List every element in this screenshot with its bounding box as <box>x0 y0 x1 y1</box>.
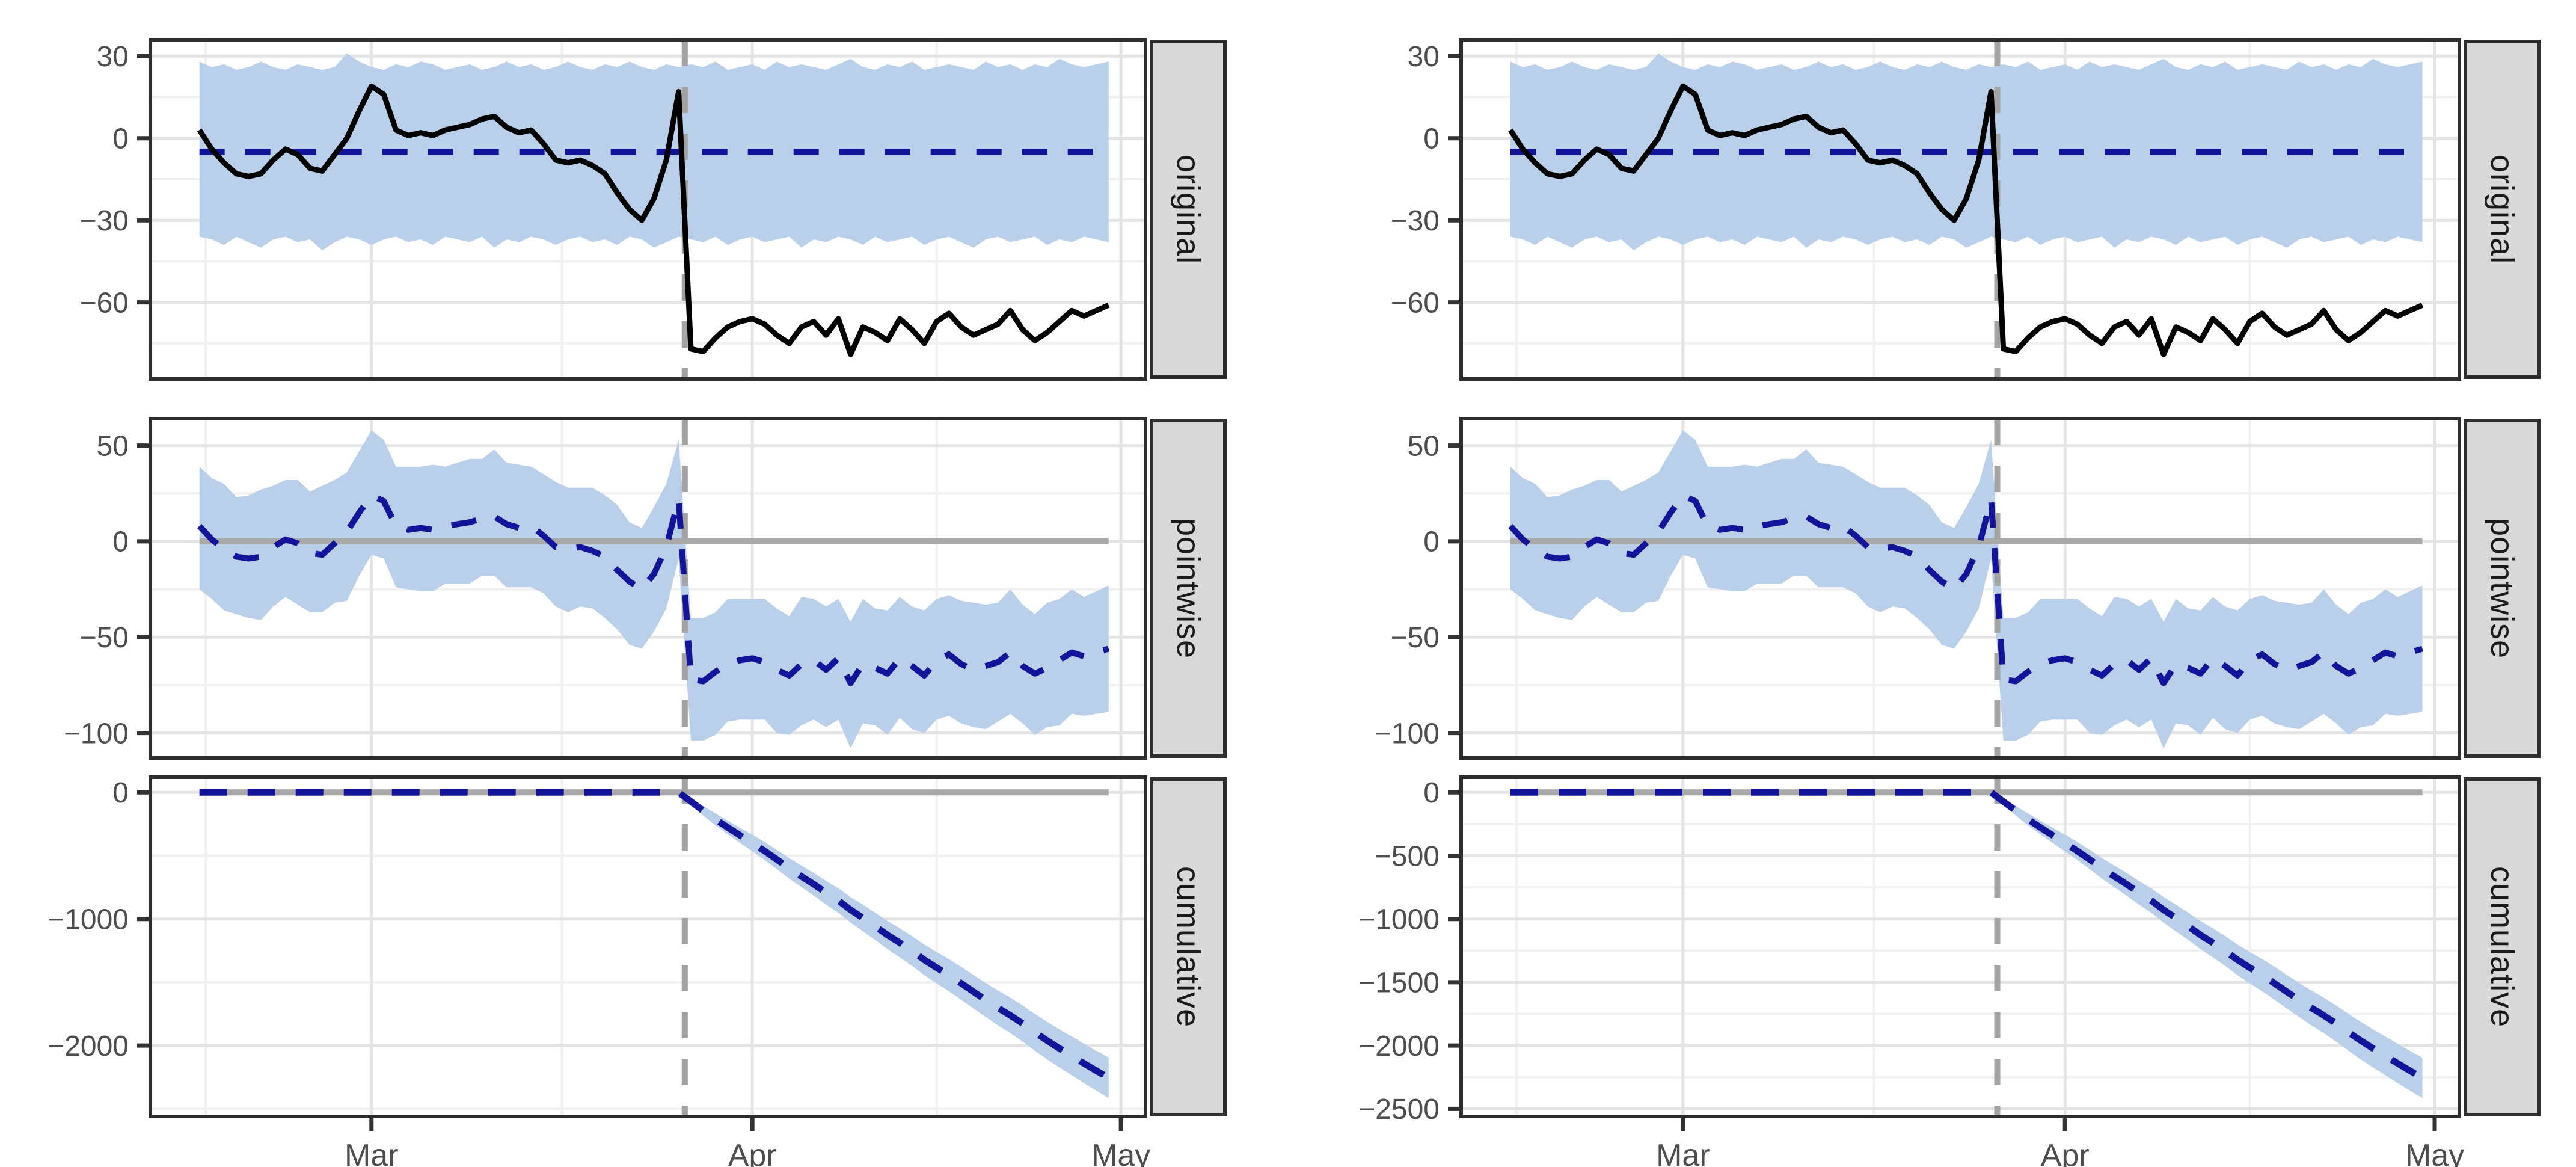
pw_mean-line-right <box>1508 492 2423 686</box>
y-tick-label: −2500 <box>1358 1094 1440 1125</box>
y-tick-label: 50 <box>97 430 129 462</box>
panel-border <box>149 775 1147 1118</box>
facet-strip-label: pointwise <box>1170 517 1206 659</box>
facet-strip-original-right: original <box>2464 40 2541 379</box>
x-tick-label: May <box>2405 1138 2464 1167</box>
y-tick-label: 0 <box>1423 526 1440 558</box>
facet-strip-original-left: original <box>1150 40 1227 379</box>
y-tick-label: −30 <box>80 205 129 237</box>
y-tick-label: 0 <box>1423 123 1440 155</box>
facet-strip-pointwise-left: pointwise <box>1150 419 1227 758</box>
y-tick-label: −1000 <box>1358 904 1440 936</box>
panel-border <box>1459 775 2461 1118</box>
x-tick-label: Apr <box>2041 1138 2090 1167</box>
facet-strip-label: cumulative <box>1170 866 1206 1028</box>
facet-strip-cumulative-right: cumulative <box>2464 777 2541 1116</box>
y-tick-label: −1000 <box>48 904 129 936</box>
panel-original-left: 30 0 −30 −60 <box>80 38 1147 381</box>
facet-strip-label: pointwise <box>2484 517 2520 659</box>
y-tick-label: 50 <box>1408 430 1440 462</box>
x-axis-left: Mar Apr May <box>345 1118 1150 1167</box>
y-tick-label: −2000 <box>48 1030 129 1062</box>
x-tick-label: Mar <box>345 1138 399 1167</box>
panel-border <box>149 38 1147 381</box>
y-tick-label: −50 <box>80 622 129 654</box>
y-tick-label: −500 <box>1375 840 1440 872</box>
x-tick-label: Apr <box>728 1138 777 1167</box>
panel-original-right: 30 0 −30 −60 <box>1391 38 2461 381</box>
ci-band-cumulative <box>199 792 1109 1098</box>
observed-line-left <box>197 83 1110 357</box>
x-axis-right: Mar Apr May <box>1656 1118 2464 1167</box>
y-tick-label: 0 <box>1423 777 1440 809</box>
facet-strip-label: cumulative <box>2484 866 2520 1028</box>
panel-border <box>1459 417 2461 760</box>
cum_mean-line-left <box>199 789 1111 1081</box>
x-tick-label: May <box>1091 1138 1150 1167</box>
facet-strip-cumulative-left: cumulative <box>1150 777 1227 1116</box>
panel-cumulative-left: 0 −1000 −2000 <box>48 775 1147 1118</box>
ci-band-original <box>1510 53 2423 251</box>
panel-cumulative-right: 0 −500 −1000 −1500 −2000 −2500 <box>1358 775 2461 1125</box>
y-tick-label: 0 <box>112 123 129 155</box>
panel-border <box>1459 38 2461 381</box>
panel-pointwise-left: 50 0 −50 −100 <box>64 417 1147 760</box>
ci-band-original <box>199 53 1109 251</box>
y-tick-label: 30 <box>1408 41 1440 73</box>
facet-strip-label: original <box>1170 154 1206 265</box>
cum_mean-line-right <box>1510 789 2424 1081</box>
y-tick-label: −50 <box>1391 622 1440 654</box>
y-tick-label: −100 <box>64 718 129 750</box>
panel-pointwise-right: 50 0 −50 −100 <box>1375 417 2461 760</box>
facet-strip-pointwise-right: pointwise <box>2464 419 2541 758</box>
y-tick-label: −100 <box>1375 718 1440 750</box>
y-tick-label: −60 <box>80 287 129 319</box>
y-tick-label: 30 <box>97 41 129 73</box>
y-tick-label: 0 <box>112 777 129 809</box>
y-tick-label: −2000 <box>1358 1030 1440 1062</box>
y-tick-label: −60 <box>1391 287 1440 319</box>
ci-band-cumulative <box>1510 792 2423 1098</box>
observed-line-right <box>1508 83 2424 357</box>
facet-strip-label: original <box>2484 154 2520 265</box>
x-tick-label: Mar <box>1656 1138 1710 1167</box>
pw_mean-line-left <box>197 492 1110 686</box>
y-tick-label: 0 <box>112 526 129 558</box>
y-tick-label: −1500 <box>1358 967 1440 999</box>
y-tick-label: −30 <box>1391 205 1440 237</box>
panel-border <box>149 417 1147 760</box>
